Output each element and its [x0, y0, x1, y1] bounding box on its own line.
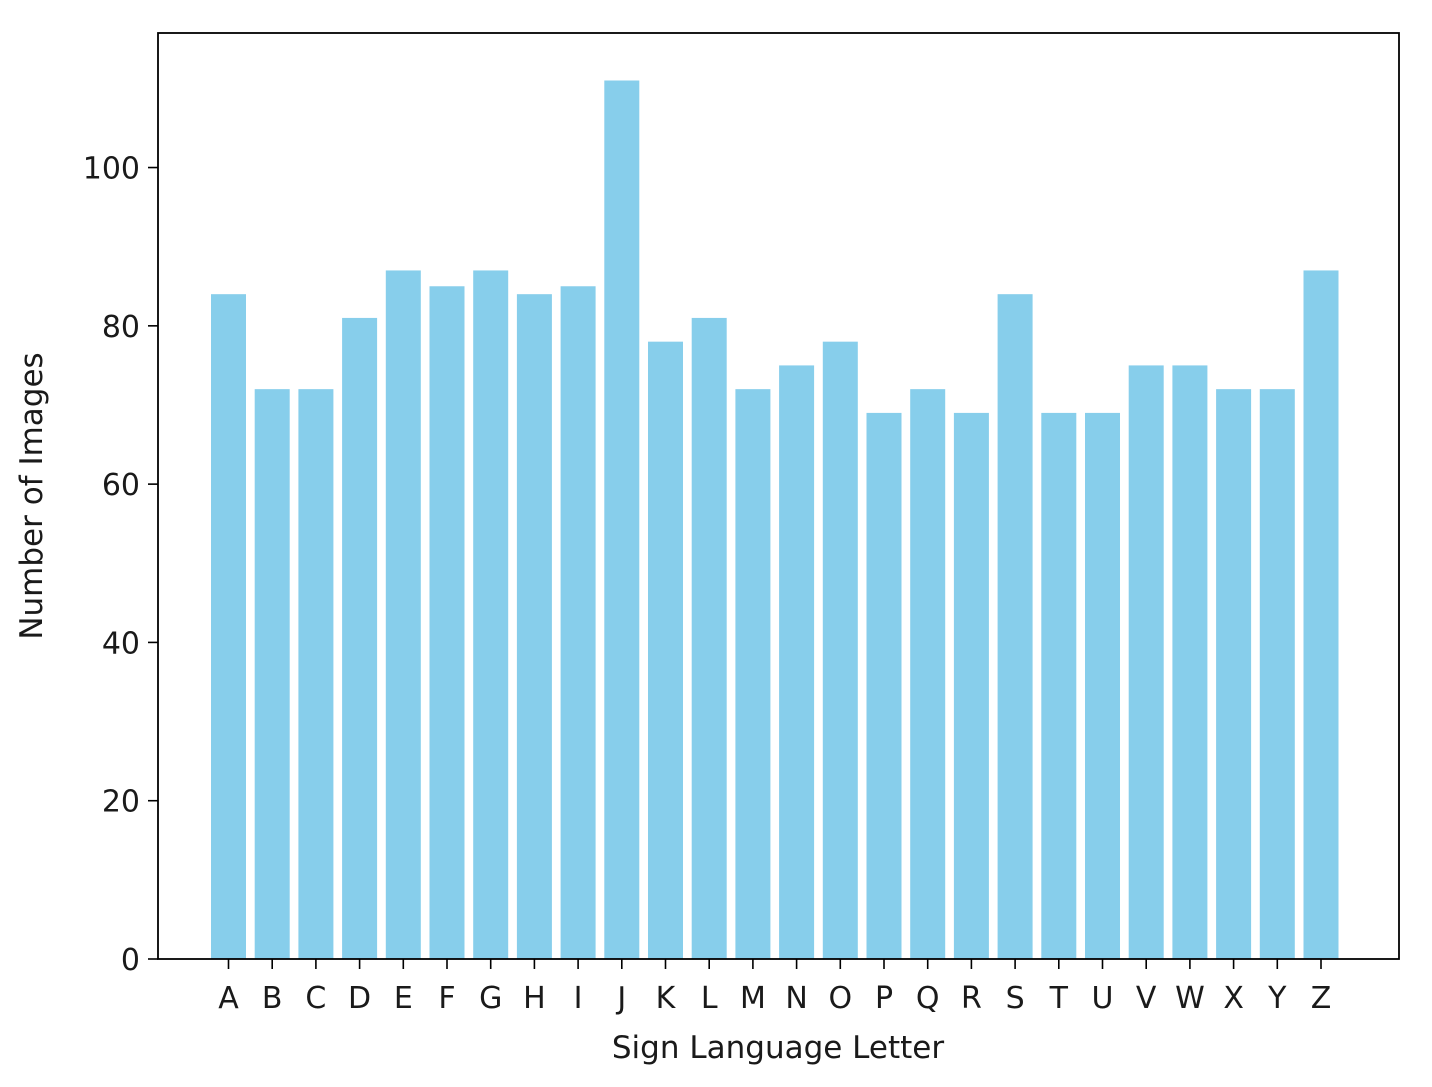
x-tick-label-n: N [785, 981, 807, 1016]
bar-w [1172, 365, 1208, 959]
x-tick-label-o: O [828, 981, 852, 1016]
bar-n [779, 365, 815, 959]
x-tick-label-k: K [656, 981, 677, 1016]
x-tick-label-m: M [740, 981, 766, 1016]
bar-y [1259, 389, 1295, 959]
bar-s [997, 294, 1033, 959]
bar-k [648, 341, 683, 959]
y-tick-label-0: 0 [121, 943, 140, 978]
x-tick-label-e: E [394, 981, 413, 1016]
y-tick-label-40: 40 [102, 626, 140, 661]
x-tick-label-t: T [1049, 981, 1069, 1016]
x-tick-label-y: Y [1267, 981, 1287, 1016]
x-tick-label-f: F [438, 981, 455, 1016]
x-axis-label: Sign Language Letter [612, 1030, 944, 1066]
x-tick-label-d: D [348, 981, 371, 1016]
bar-m [735, 389, 771, 959]
x-tick-label-w: W [1175, 981, 1205, 1016]
bar-d [342, 317, 378, 959]
bars-group [211, 80, 1339, 960]
bar-l [691, 317, 727, 959]
bar-o [822, 341, 858, 959]
y-tick-label-20: 20 [102, 785, 140, 820]
x-tick-label-l: L [701, 981, 718, 1016]
x-tick-label-j: J [615, 981, 626, 1016]
bar-p [866, 412, 902, 959]
x-tick-label-i: I [574, 981, 583, 1016]
x-tick-label-g: G [479, 981, 502, 1016]
x-tick-label-v: V [1136, 981, 1157, 1016]
x-tick-label-a: A [218, 981, 239, 1016]
x-tick-label-r: R [961, 981, 982, 1016]
bar-c [298, 389, 334, 959]
x-tick-label-b: B [262, 981, 283, 1016]
bar-q [910, 389, 946, 959]
x-tick-label-q: Q [916, 981, 940, 1016]
y-tick-label-100: 100 [83, 152, 140, 187]
bar-j [604, 80, 640, 960]
x-tick-label-p: P [875, 981, 893, 1016]
bar-v [1128, 365, 1164, 959]
bar-g [473, 270, 509, 959]
bar-i [560, 286, 596, 959]
y-tick-label-60: 60 [102, 468, 140, 503]
x-tick-label-z: Z [1311, 981, 1332, 1016]
plot-frame [157, 32, 1400, 960]
x-tick-label-s: S [1006, 981, 1025, 1016]
bar-x [1216, 389, 1252, 959]
bar-f [429, 286, 465, 959]
x-tick-label-x: X [1223, 981, 1244, 1016]
bar-z [1303, 270, 1339, 959]
bar-e [385, 270, 421, 959]
bar-r [953, 412, 989, 959]
bar-b [254, 389, 290, 959]
y-axis-label: Number of Images [14, 352, 50, 639]
x-tick-label-c: C [305, 981, 326, 1016]
bar-u [1085, 412, 1120, 959]
bar-h [516, 294, 552, 959]
bar-t [1041, 412, 1077, 959]
x-tick-label-h: H [523, 981, 546, 1016]
x-tick-label-u: U [1092, 981, 1114, 1016]
y-tick-label-80: 80 [102, 310, 140, 345]
y-axis: 0 20 40 60 80 100 [83, 152, 158, 978]
bar-a [211, 294, 246, 959]
